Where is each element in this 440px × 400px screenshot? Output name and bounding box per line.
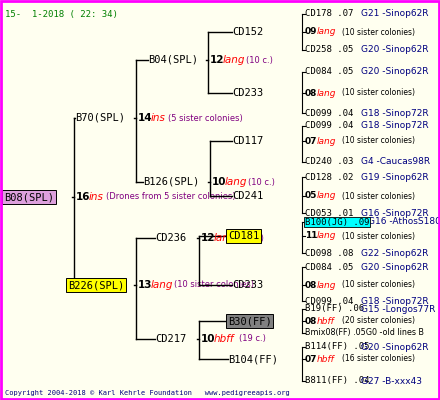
Text: CD099 .04: CD099 .04 (305, 108, 353, 118)
Text: (10 c.): (10 c.) (248, 178, 275, 186)
Text: G27 -B-xxx43: G27 -B-xxx43 (361, 376, 422, 386)
Text: G20 -Sinop62R: G20 -Sinop62R (361, 342, 429, 352)
Text: (10 sister colonies): (10 sister colonies) (342, 136, 415, 146)
Text: 12: 12 (210, 55, 224, 65)
Text: CD178 .07: CD178 .07 (305, 10, 353, 18)
Text: CD128 .02: CD128 .02 (305, 172, 353, 182)
Text: Bmix08(FF) .05G0 -old lines B: Bmix08(FF) .05G0 -old lines B (305, 328, 424, 338)
Text: B811(FF) .04: B811(FF) .04 (305, 376, 370, 386)
Text: 09: 09 (305, 28, 318, 36)
Text: lang: lang (317, 88, 337, 98)
Text: (10 sister colonies): (10 sister colonies) (342, 88, 415, 98)
Text: CD258 .05: CD258 .05 (305, 46, 353, 54)
Text: G18 -Sinop72R: G18 -Sinop72R (361, 122, 429, 130)
Text: lang: lang (214, 233, 237, 243)
Text: lang: lang (317, 232, 337, 240)
Text: lang: lang (317, 280, 337, 290)
Text: 10: 10 (212, 177, 227, 187)
Text: CD099 .04: CD099 .04 (305, 122, 353, 130)
Text: G22 -Sinop62R: G22 -Sinop62R (361, 248, 429, 258)
Text: (10 sister colonies): (10 sister colonies) (342, 28, 415, 36)
Text: CD236: CD236 (155, 233, 186, 243)
Text: 05: 05 (305, 192, 317, 200)
Text: lang: lang (317, 136, 337, 146)
Text: 08: 08 (305, 88, 317, 98)
Text: ins: ins (151, 113, 166, 123)
Text: B226(SPL): B226(SPL) (68, 280, 124, 290)
Text: 10: 10 (201, 334, 216, 344)
Text: ins: ins (89, 192, 104, 202)
Text: (10 c.): (10 c.) (237, 234, 264, 242)
Text: B114(FF) .05: B114(FF) .05 (305, 342, 370, 352)
Text: lang: lang (225, 177, 247, 187)
Text: (10 sister colonies): (10 sister colonies) (342, 280, 415, 290)
Text: (10 sister colonies): (10 sister colonies) (342, 192, 415, 200)
Text: lang: lang (317, 28, 337, 36)
Text: G20 -Sinop62R: G20 -Sinop62R (361, 262, 429, 272)
Text: G16 -AthosS180R: G16 -AthosS180R (368, 218, 440, 226)
Text: CD117: CD117 (232, 136, 263, 146)
Text: B19(FF) .06: B19(FF) .06 (305, 304, 364, 314)
Text: (10 c.): (10 c.) (246, 56, 273, 64)
Text: (10 sister colonies): (10 sister colonies) (174, 280, 254, 290)
Text: B70(SPL): B70(SPL) (75, 113, 125, 123)
Text: lang: lang (151, 280, 173, 290)
Text: B30(FF): B30(FF) (228, 316, 272, 326)
Text: G18 -Sinop72R: G18 -Sinop72R (361, 108, 429, 118)
Text: CD233: CD233 (232, 88, 263, 98)
Text: hbff: hbff (317, 316, 335, 326)
Text: G16 -Sinop72R: G16 -Sinop72R (361, 208, 429, 218)
Text: 08: 08 (305, 280, 317, 290)
Text: 14: 14 (138, 113, 153, 123)
Text: B126(SPL): B126(SPL) (143, 177, 199, 187)
Text: (Drones from 5 sister colonies): (Drones from 5 sister colonies) (106, 192, 236, 202)
Text: 11: 11 (305, 232, 318, 240)
Text: 13: 13 (138, 280, 153, 290)
Text: G20 -Sinop62R: G20 -Sinop62R (361, 68, 429, 76)
Text: CD181: CD181 (228, 231, 259, 241)
Text: CD053 .01: CD053 .01 (305, 208, 353, 218)
Text: lang: lang (317, 192, 337, 200)
Text: hbff: hbff (317, 354, 335, 364)
Text: B08(SPL): B08(SPL) (4, 192, 54, 202)
Text: (20 sister colonies): (20 sister colonies) (342, 316, 415, 326)
Text: 07: 07 (305, 354, 318, 364)
Text: CD084 .05: CD084 .05 (305, 262, 353, 272)
Text: CD241: CD241 (232, 191, 263, 201)
Text: G4 -Caucas98R: G4 -Caucas98R (361, 158, 430, 166)
Text: 07: 07 (305, 136, 318, 146)
Text: G15 -Longos77R: G15 -Longos77R (361, 304, 435, 314)
Text: CD099 .04: CD099 .04 (305, 296, 353, 306)
Text: lang: lang (223, 55, 246, 65)
Text: 08: 08 (305, 316, 317, 326)
Text: B104(FF): B104(FF) (228, 354, 278, 364)
Text: B04(SPL): B04(SPL) (148, 55, 198, 65)
Text: 15-  1-2018 ( 22: 34): 15- 1-2018 ( 22: 34) (5, 10, 118, 19)
Text: 12: 12 (201, 233, 216, 243)
Text: G21 -Sinop62R: G21 -Sinop62R (361, 10, 429, 18)
Text: CD152: CD152 (232, 27, 263, 37)
Text: (5 sister colonies): (5 sister colonies) (168, 114, 243, 122)
Text: G18 -Sinop72R: G18 -Sinop72R (361, 296, 429, 306)
Text: (10 sister colonies): (10 sister colonies) (342, 232, 415, 240)
Text: B100(JG) .09: B100(JG) .09 (305, 218, 370, 226)
Text: Copyright 2004-2018 © Karl Kehrle Foundation   www.pedigreeapis.org: Copyright 2004-2018 © Karl Kehrle Founda… (5, 390, 290, 396)
Text: CD240 .03: CD240 .03 (305, 158, 353, 166)
Text: G20 -Sinop62R: G20 -Sinop62R (361, 46, 429, 54)
Text: CD233: CD233 (232, 280, 263, 290)
Text: CD084 .05: CD084 .05 (305, 68, 353, 76)
Text: (16 sister colonies): (16 sister colonies) (342, 354, 415, 364)
Text: hbff: hbff (214, 334, 235, 344)
Text: G19 -Sinop62R: G19 -Sinop62R (361, 172, 429, 182)
Text: CD217: CD217 (155, 334, 186, 344)
Text: 16: 16 (76, 192, 91, 202)
Text: (19 c.): (19 c.) (239, 334, 266, 344)
Text: CD098 .08: CD098 .08 (305, 248, 353, 258)
